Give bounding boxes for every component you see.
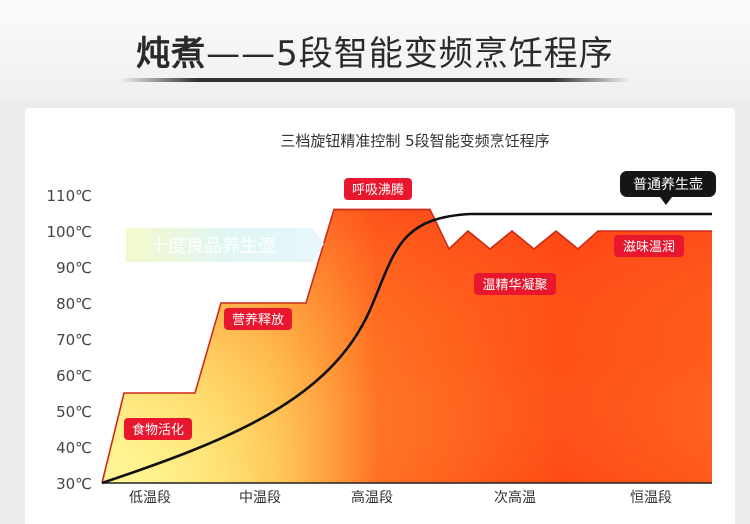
page-header: 炖煮——5段智能变频烹饪程序 [0, 0, 750, 100]
x-tick-label: 恒温段 [630, 490, 672, 506]
stage-tag-text: 食物活化 [132, 422, 184, 438]
title-dash: —— [206, 34, 277, 74]
stage-tag-text: 滋味温润 [623, 240, 675, 255]
stage-tag: 食物活化 [124, 418, 192, 440]
y-tick-label: 90℃ [56, 259, 92, 277]
stage-tag: 呼吸沸腾 [344, 178, 412, 200]
legend-product-bg [126, 228, 324, 262]
x-axis: 低温段 中温段 高温段 次高温 恒温段 [102, 482, 712, 506]
legend-competitor-bg [620, 171, 716, 197]
competitor-curve [101, 212, 712, 485]
legend-product: 十度良品养生壶 [126, 228, 324, 262]
stage-tag: 温精华凝聚 [474, 273, 556, 295]
legend-competitor-pointer [660, 197, 672, 205]
stage-tag: 滋味温润 [614, 235, 684, 257]
y-tick-label: 100℃ [47, 223, 92, 241]
chart-title: 三档旋钮精准控制 5段智能变频烹饪程序 [280, 132, 549, 150]
stage-tag-text: 呼吸沸腾 [352, 182, 404, 198]
area-outline [101, 208, 712, 484]
stage-tag-text: 营养释放 [232, 312, 284, 328]
stage-tag-text: 温精华凝聚 [482, 277, 547, 293]
x-tick-label: 低温段 [129, 490, 171, 506]
legend-product-text: 十度良品养生壶 [150, 236, 276, 257]
y-tick-label: 60℃ [56, 367, 92, 385]
title-underline [120, 78, 630, 82]
stage-tag-bg [344, 178, 412, 200]
area-fill [101, 208, 712, 484]
competitor-line [101, 212, 712, 485]
x-tick-label: 中温段 [239, 490, 281, 506]
stage-tag-bg [124, 418, 192, 440]
title-rest: 5段智能变频烹饪程序 [276, 34, 614, 74]
x-tick-label: 次高温 [494, 489, 536, 506]
page-title: 炖煮——5段智能变频烹饪程序 [0, 26, 750, 75]
y-tick-label: 50℃ [56, 403, 92, 421]
stage-tag: 营养释放 [224, 308, 292, 330]
y-tick-label: 80℃ [56, 295, 92, 313]
stage-tag-bg [614, 235, 684, 257]
title-bold: 炖煮 [136, 34, 207, 74]
stage-tag-bg [474, 273, 556, 295]
y-tick-label: 70℃ [56, 331, 92, 349]
area-shade-fill [102, 209, 712, 483]
stage-tag-bg [224, 308, 292, 330]
legend-competitor: 普通养生壶 [620, 171, 716, 205]
y-tick-label: 30℃ [56, 475, 92, 493]
y-axis: 30℃ 40℃ 50℃ 60℃ 70℃ 80℃ 90℃ 100℃ 110℃ [47, 187, 92, 493]
legend-competitor-text: 普通养生壶 [633, 177, 703, 193]
y-tick-label: 110℃ [47, 187, 92, 205]
y-tick-label: 40℃ [56, 439, 92, 457]
x-tick-label: 高温段 [351, 489, 393, 506]
